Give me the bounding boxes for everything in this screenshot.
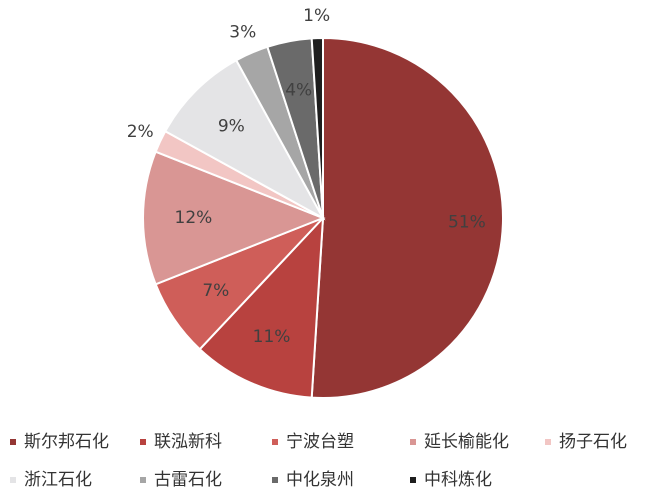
- slice-label: 12%: [175, 208, 213, 228]
- legend-marker: [140, 477, 146, 483]
- legend-label: 扬子石化: [559, 432, 627, 452]
- pie-slice: [310, 36, 324, 219]
- legend-marker: [545, 439, 551, 445]
- legend-label: 联泓新科: [154, 432, 222, 452]
- slice-label: 51%: [448, 213, 486, 233]
- slice-label: 2%: [127, 122, 154, 142]
- legend-label: 浙江石化: [24, 470, 92, 490]
- slice-label: 11%: [253, 327, 291, 347]
- pie-slice: [163, 58, 326, 221]
- slice-label: 7%: [202, 281, 229, 301]
- legend-marker: [10, 477, 16, 483]
- legend-label: 古雷石化: [154, 470, 222, 490]
- pie-slice: [310, 36, 504, 399]
- legend-marker: [272, 439, 278, 445]
- legend-marker: [10, 439, 16, 445]
- slice-label: 1%: [303, 6, 330, 26]
- legend-label: 中科炼化: [424, 470, 492, 490]
- legend-marker: [410, 439, 416, 445]
- slice-label: 3%: [229, 23, 256, 43]
- legend-marker: [410, 477, 416, 483]
- slice-label: 4%: [285, 81, 312, 101]
- legend-marker: [272, 477, 278, 483]
- pie-slice: [142, 150, 326, 286]
- legend-label: 中化泉州: [286, 470, 354, 490]
- pie-slice: [198, 215, 325, 399]
- legend-label: 延长榆能化: [424, 432, 509, 452]
- legend-label: 斯尔邦石化: [24, 432, 109, 452]
- legend-marker: [140, 439, 146, 445]
- slice-label: 9%: [218, 116, 245, 136]
- legend-label: 宁波台塑: [286, 432, 354, 452]
